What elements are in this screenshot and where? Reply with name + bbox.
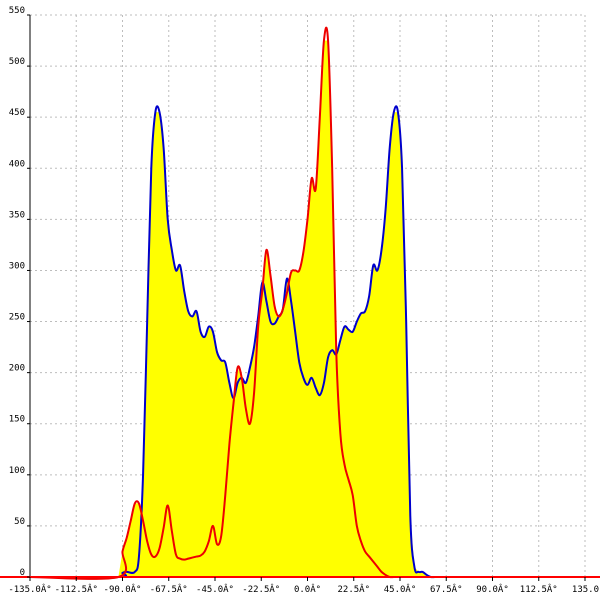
y-tick-label: 100 (9, 466, 25, 476)
x-tick-label: 0.0Â° (294, 583, 321, 595)
x-tick-label: 90.0Â° (476, 583, 509, 595)
x-tick-label: 45.0Â° (384, 583, 417, 595)
x-tick-label: -45.0Â° (196, 583, 234, 595)
series-2-fill (30, 40, 585, 578)
x-tick-label: 67.5Â° (430, 583, 463, 595)
y-tick-label: 550 (9, 6, 25, 16)
y-tick-label: 250 (9, 313, 25, 323)
x-tick-label: -67.5Â° (150, 583, 188, 595)
y-tick-label: 500 (9, 57, 25, 67)
tick-labels: 0 50 100 150 200 250 300 350 400 450 500 550 -135.0Â… (8, 6, 599, 595)
y-tick-label: 0 (20, 568, 25, 578)
x-tick-label: 22.5Â° (337, 583, 370, 595)
y-tick-label: 200 (9, 364, 25, 374)
y-tick-label: 150 (9, 415, 25, 425)
x-tick-label: -135.0Â° (8, 583, 51, 595)
y-tick-label: 350 (9, 210, 25, 220)
axes (0, 14, 600, 581)
x-tick-label: -22.5Â° (242, 583, 280, 595)
y-tick-label: 300 (9, 261, 25, 271)
x-tick-label: -90.0Â° (104, 583, 142, 595)
y-tick-label: 450 (9, 108, 25, 118)
x-tick-label: 135.0 (572, 585, 599, 595)
x-tick-label: 112.5Â° (520, 583, 558, 595)
x-tick-label: -112.5Â° (55, 583, 98, 595)
y-tick-label: 400 (9, 159, 25, 169)
y-tick-label: 50 (14, 517, 25, 527)
